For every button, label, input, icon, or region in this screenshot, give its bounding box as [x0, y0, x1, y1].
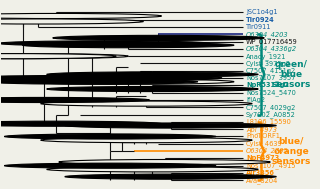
Circle shape — [0, 54, 116, 59]
Text: JSC1o4g1: JSC1o4g1 — [246, 9, 278, 15]
Text: Anacy_1921: Anacy_1921 — [246, 53, 286, 60]
Circle shape — [11, 76, 222, 81]
Circle shape — [22, 79, 234, 84]
Circle shape — [0, 97, 149, 103]
Circle shape — [4, 163, 216, 168]
Text: NpR5313g2: NpR5313g2 — [246, 82, 289, 88]
Text: Nos7524_5470: Nos7524_5470 — [246, 89, 296, 96]
Text: NpF4973: NpF4973 — [246, 155, 279, 161]
Text: Nos7107_4915: Nos7107_4915 — [246, 162, 296, 169]
Text: Tlr0924: Tlr0924 — [246, 17, 275, 23]
Circle shape — [22, 43, 234, 48]
Circle shape — [0, 41, 210, 46]
Text: O6304_4336g2: O6304_4336g2 — [246, 46, 297, 52]
Circle shape — [59, 160, 270, 165]
Text: O6304_2705: O6304_2705 — [246, 148, 289, 154]
Text: green/
blue
sensors: green/ blue sensors — [272, 60, 311, 89]
Text: Apl_4973: Apl_4973 — [246, 126, 277, 132]
Circle shape — [0, 19, 143, 24]
Text: WP_017716459: WP_017716459 — [246, 38, 298, 45]
Text: PhoIIORF1: PhoIIORF1 — [246, 133, 280, 139]
Text: C7507_4029g2: C7507_4029g2 — [246, 104, 296, 111]
Circle shape — [47, 167, 258, 172]
Text: C7507_4151g2: C7507_4151g2 — [246, 67, 296, 74]
Circle shape — [47, 72, 258, 77]
Text: Cylst_3975g2: Cylst_3975g2 — [246, 60, 291, 67]
Circle shape — [41, 101, 252, 106]
Text: IfIAg2: IfIAg2 — [246, 97, 265, 103]
Text: blue/
orange
sensors: blue/ orange sensors — [272, 136, 311, 166]
Text: Nos7107_3957: Nos7107_3957 — [246, 75, 296, 81]
Circle shape — [0, 121, 162, 126]
Circle shape — [47, 86, 258, 92]
Text: Tlr0911: Tlr0911 — [246, 24, 271, 30]
Text: Cylst_4639: Cylst_4639 — [246, 140, 283, 147]
Circle shape — [65, 174, 276, 179]
Circle shape — [4, 134, 216, 139]
Circle shape — [0, 13, 162, 19]
Text: Sy7002_A0852: Sy7002_A0852 — [246, 111, 296, 118]
Circle shape — [0, 79, 198, 84]
Text: O6304_4203: O6304_4203 — [246, 31, 289, 38]
Text: Ava_3204: Ava_3204 — [246, 177, 278, 184]
Circle shape — [0, 54, 128, 59]
Circle shape — [41, 138, 252, 143]
Text: Alr3356: Alr3356 — [246, 170, 275, 176]
Text: L8106_15590: L8106_15590 — [246, 119, 291, 125]
Circle shape — [65, 123, 276, 128]
Circle shape — [0, 76, 173, 81]
Circle shape — [53, 35, 264, 40]
